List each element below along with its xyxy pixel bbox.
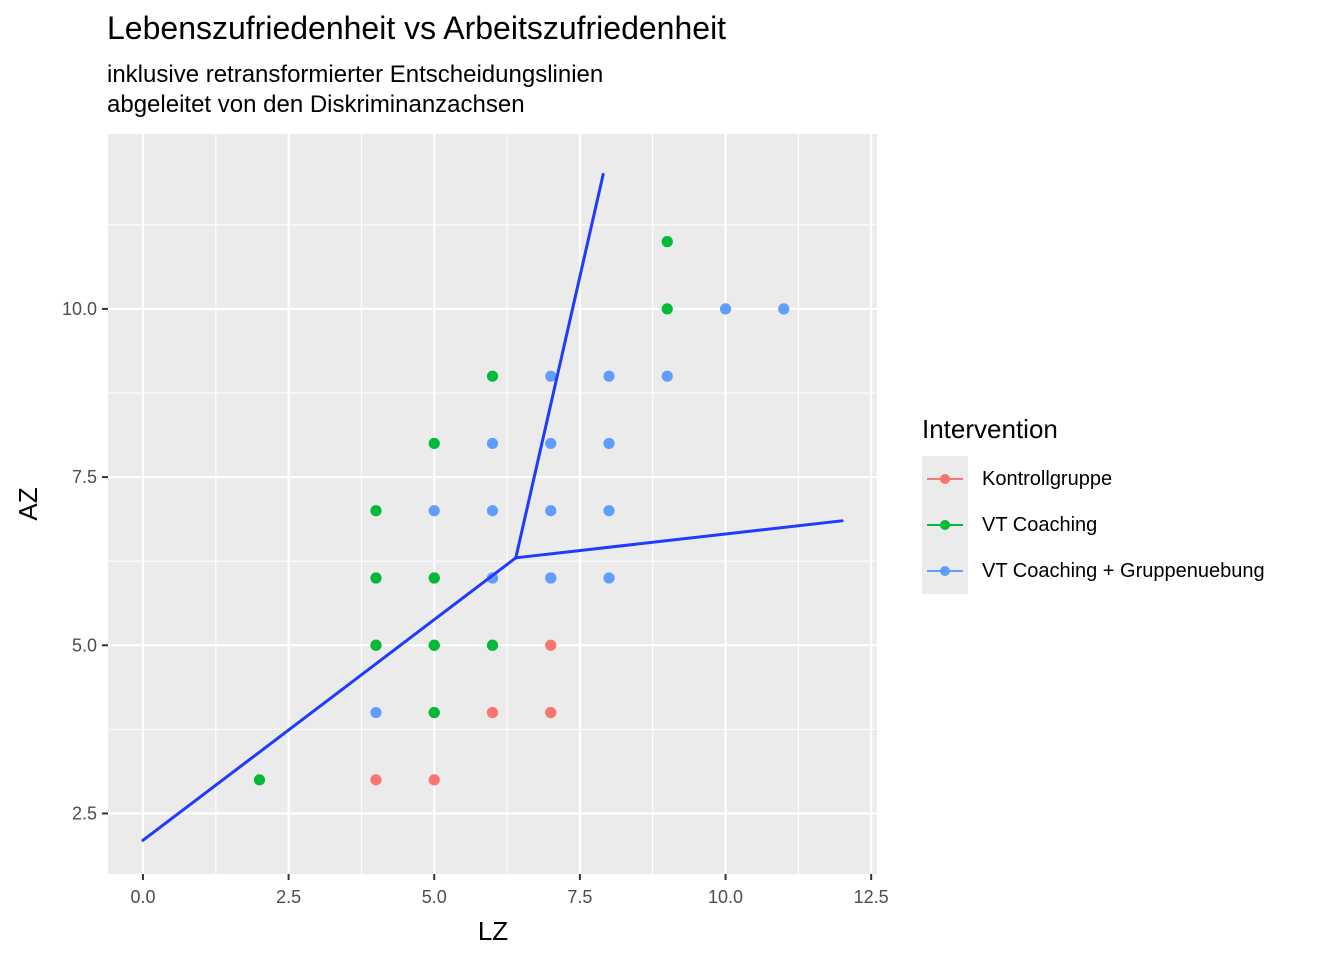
data-point (486, 505, 499, 517)
data-point (428, 437, 440, 450)
plot-panel (108, 134, 877, 874)
y-axis-title: AZ (13, 487, 43, 520)
data-point (486, 706, 499, 719)
data-point (661, 236, 673, 248)
chart-title: Lebenszufriedenheit vs Arbeitszufriedenh… (107, 10, 727, 46)
x-tick-label: 7.5 (567, 887, 592, 907)
data-point (661, 370, 673, 382)
data-point (428, 774, 440, 786)
legend-key-dot (940, 520, 950, 530)
subtitle-line-1: inklusive retransformierter Entscheidung… (107, 61, 604, 88)
data-point (370, 774, 382, 786)
decision-line (141, 556, 518, 842)
data-point (545, 370, 557, 382)
y-tick-label: 5.0 (72, 635, 97, 655)
legend-title: Intervention (922, 414, 1058, 444)
y-tick-label: 7.5 (72, 467, 97, 487)
data-point (486, 370, 499, 382)
x-axis: 0.0 2.5 5.0 7.5 10.0 12.5 (130, 874, 889, 907)
legend-key-dot (940, 566, 950, 576)
data-point (253, 774, 266, 786)
legend-key-dot (940, 474, 950, 484)
legend-key (922, 502, 968, 548)
grid-major (108, 134, 877, 874)
x-tick-label: 10.0 (708, 887, 743, 907)
data-point (778, 303, 790, 315)
y-tick-label: 2.5 (72, 803, 97, 823)
decision-lines (141, 172, 844, 842)
legend-label: Kontrollgruppe (982, 467, 1113, 490)
x-tick-label: 0.0 (130, 887, 155, 907)
legend: Intervention Kontrollgruppe VT Coaching … (922, 411, 1265, 594)
legend-label: VT Coaching (982, 513, 1098, 536)
data-point (545, 639, 557, 651)
data-point (428, 572, 440, 584)
data-point (370, 505, 382, 517)
decision-line (514, 172, 605, 560)
data-point (428, 706, 440, 719)
x-tick-label: 12.5 (854, 887, 889, 907)
data-point (545, 706, 557, 719)
legend-label: VT Coaching + Gruppenuebung (982, 559, 1265, 582)
decision-line (514, 519, 844, 560)
data-point (545, 437, 557, 450)
data-point (370, 639, 382, 651)
data-point (661, 303, 673, 315)
x-tick-label: 5.0 (422, 887, 447, 907)
data-point (370, 706, 382, 719)
legend-key (922, 456, 968, 502)
data-point (719, 303, 732, 315)
data-point (603, 370, 615, 382)
legend-keys: Kontrollgruppe VT Coaching VT Coaching +… (922, 456, 1265, 594)
data-point (603, 437, 615, 450)
data-point (370, 572, 382, 584)
data-point (486, 437, 499, 450)
chart-subtitle: inklusive retransformierter Entscheidung… (107, 60, 603, 120)
y-axis: 2.5 5.0 7.5 10.0 (62, 299, 108, 823)
data-point (545, 572, 557, 584)
legend-item-vt-coaching: VT Coaching (922, 502, 1265, 548)
x-axis-title: LZ (478, 916, 508, 946)
data-point (428, 505, 440, 517)
data-point (603, 572, 615, 584)
data-point (545, 505, 557, 517)
y-tick-label: 10.0 (62, 299, 97, 319)
data-point (428, 639, 440, 651)
legend-item-vt-coaching-gruppenuebung: VT Coaching + Gruppenuebung (922, 548, 1265, 594)
legend-key (922, 548, 968, 594)
data-point (603, 505, 615, 517)
data-point (486, 639, 499, 651)
legend-item-kontrollgruppe: Kontrollgruppe (922, 456, 1265, 502)
grid-minor (108, 134, 877, 874)
subtitle-line-2: abgeleitet von den Diskriminanzachsen (107, 91, 525, 118)
x-tick-label: 2.5 (276, 887, 301, 907)
